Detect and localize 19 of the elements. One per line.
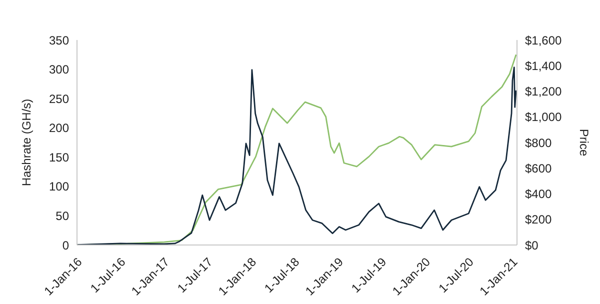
y-axis-title: Hashrate (GH/s) xyxy=(19,98,34,186)
y-tick-label: 150 xyxy=(48,150,70,164)
y2-tick-label: $200 xyxy=(525,212,552,227)
y2-tick-label: $1,600 xyxy=(525,33,562,48)
y2-axis-title: Price xyxy=(576,128,591,156)
y2-tick-label: $800 xyxy=(525,136,552,150)
y2-tick-label: $1,400 xyxy=(525,58,562,73)
y2-tick-label: $1,200 xyxy=(525,84,562,99)
y2-tick-label: $600 xyxy=(525,161,552,176)
y-tick-label: 350 xyxy=(48,33,70,48)
y-tick-label: 250 xyxy=(48,92,70,106)
y2-tick-label: $1,000 xyxy=(525,110,562,124)
y2-tick-label: $0 xyxy=(525,238,539,252)
y2-tick-label: $400 xyxy=(525,187,552,202)
y-tick-label: 50 xyxy=(56,208,70,223)
y-tick-label: 300 xyxy=(48,62,70,77)
y-tick-label: 0 xyxy=(62,238,70,252)
y-tick-label: 200 xyxy=(48,121,70,136)
y-tick-label: 100 xyxy=(48,180,70,194)
